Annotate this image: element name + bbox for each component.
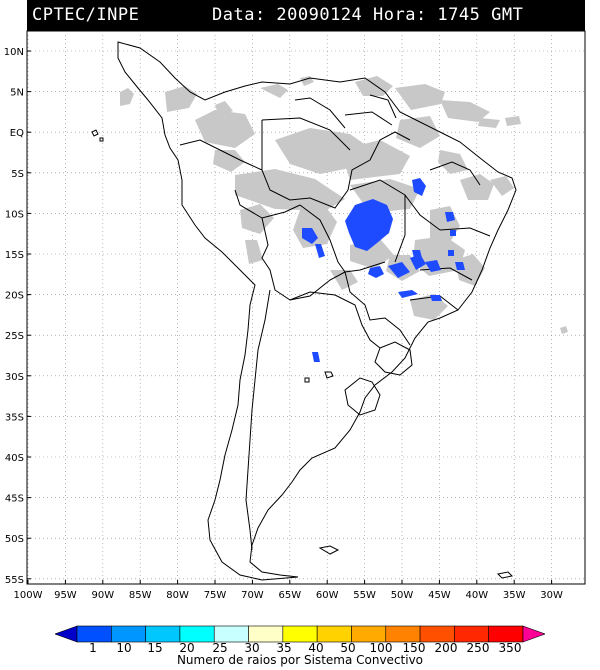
colorbar-cell: [488, 625, 524, 643]
longitude-label: 50W: [391, 590, 414, 601]
longitude-label: 75W: [204, 590, 227, 601]
latitude-label: 35S: [5, 412, 24, 423]
longitude-label: 90W: [91, 590, 114, 601]
colorbar-cell: [213, 625, 249, 643]
datetime-label: Data: 20090124 Hora: 1745 GMT: [212, 5, 524, 25]
longitude-label: 35W: [503, 590, 526, 601]
colorbar-label: 1: [89, 641, 97, 655]
latitude-label: 25S: [5, 331, 24, 342]
title-bar: CPTEC/INPE Data: 20090124 Hora: 1745 GMT: [27, 0, 585, 31]
colorbar-label: 30: [244, 641, 260, 655]
colorbar-label: 10: [116, 641, 132, 655]
colorbar-cell: [351, 625, 387, 643]
longitude-label: 100W: [14, 590, 43, 601]
longitude-label: 30W: [540, 590, 563, 601]
latitude-label: 5S: [11, 169, 24, 180]
latitude-label: 30S: [5, 372, 24, 383]
latitude-label: 40S: [5, 453, 24, 464]
colorbar-label: 150: [402, 641, 426, 655]
islands: [91, 129, 514, 579]
longitude-label: 60W: [316, 590, 339, 601]
colorbar-cell: [282, 625, 318, 643]
colorbar-cell: [522, 625, 545, 643]
graticule: [27, 31, 585, 584]
longitude-label: 65W: [278, 590, 301, 601]
coastlines: [117, 41, 517, 581]
latitude-label: 20S: [5, 291, 24, 302]
colorbar-label: 40: [308, 641, 324, 655]
convective-systems: [302, 178, 465, 362]
longitude-label: 45W: [428, 590, 451, 601]
colorbar-cell: [248, 625, 284, 643]
latitude-labels: 10N 5N EQ 5S 10S 15S 20S 25S 30S 35S 40S 45S 50S 55S: [4, 47, 31, 586]
colorbar-label: 35: [276, 641, 292, 655]
colorbar-cell: [179, 625, 215, 643]
map-frame: [26, 30, 586, 585]
longitude-labels: 100W 95W 90W 85W 80W 75W 70W 65W 60W 55W 50W 45W 40W…: [14, 580, 563, 601]
colorbar-label: 20: [179, 641, 195, 655]
map-canvas: 10N5NEQ5S10S15S20S25S30S35S40S45S50S55S …: [4, 30, 586, 601]
longitude-label: 80W: [166, 590, 189, 601]
colorbar-label: 50: [340, 641, 356, 655]
longitude-label: 40W: [465, 590, 488, 601]
latitude-label: 5N: [10, 88, 24, 99]
colorbar-cell: [316, 625, 352, 643]
latitude-label: 45S: [5, 494, 24, 505]
colorbar-labels: 1 10 15 20 25 30 35 40 50 100 150 200 25…: [0, 641, 600, 655]
colorbar: [55, 625, 545, 643]
colorbar-cell: [55, 625, 78, 643]
latitude-label: 50S: [5, 534, 24, 545]
latitude-label: EQ: [10, 128, 24, 139]
colorbar-label: 250: [466, 641, 490, 655]
colorbar-label: 100: [369, 641, 393, 655]
colorbar-title: Numero de raios por Sistema Convectivo: [176, 653, 424, 667]
colorbar-label: 15: [147, 641, 163, 655]
colorbar-cell: [454, 625, 489, 643]
colorbar-cell: [76, 625, 112, 643]
cloud-cover: [120, 76, 568, 334]
colorbar-cell: [111, 625, 146, 643]
latitude-label: 10S: [5, 209, 24, 220]
colorbar-label: 25: [212, 641, 228, 655]
latitude-label: 10N: [4, 47, 24, 58]
longitude-label: 55W: [353, 590, 376, 601]
colorbar-cell: [145, 625, 181, 643]
colorbar-label: 350: [498, 641, 522, 655]
colorbar-label: 200: [434, 641, 458, 655]
latitude-label: 15S: [5, 250, 24, 261]
longitude-label: 85W: [129, 590, 152, 601]
longitude-label: 95W: [54, 590, 77, 601]
longitude-label: 70W: [241, 590, 264, 601]
source-label: CPTEC/INPE: [32, 5, 140, 25]
colorbar-cell: [419, 625, 455, 643]
colorbar-cell: [385, 625, 421, 643]
latitude-label: 55S: [5, 575, 24, 586]
